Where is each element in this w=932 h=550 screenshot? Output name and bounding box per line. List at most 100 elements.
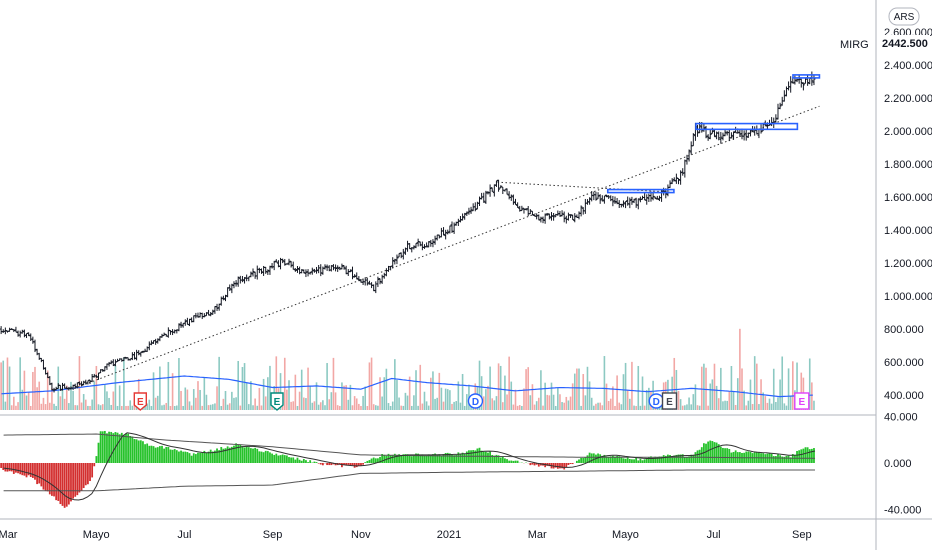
- oscillator-bar: [112, 433, 115, 463]
- oscillator-bar: [209, 449, 212, 463]
- volume-bar: [161, 405, 163, 410]
- oscillator-bar: [419, 454, 422, 463]
- oscillator-bar: [233, 445, 235, 463]
- oscillator-bar: [237, 444, 240, 463]
- volume-bar: [203, 376, 206, 410]
- oscillator-bar: [53, 463, 55, 497]
- oscillator-bar: [711, 441, 714, 463]
- event-marker-d-3[interactable]: D: [648, 393, 664, 409]
- volume-bar: [129, 400, 132, 410]
- event-marker-e-0[interactable]: E: [133, 392, 147, 411]
- oscillator-bar: [487, 452, 489, 463]
- volume-bar: [49, 402, 51, 410]
- volume-bar: [406, 395, 409, 410]
- oscillator-tick-label: 0.000: [884, 458, 912, 470]
- oscillator-bar: [97, 442, 100, 463]
- oscillator-bar: [59, 463, 62, 505]
- oscillator-bar: [438, 454, 441, 463]
- volume-bar: [372, 404, 375, 410]
- volume-bar: [711, 379, 714, 410]
- volume-bar: [298, 391, 301, 410]
- volume-bar: [453, 401, 455, 410]
- oscillator-bar: [76, 463, 79, 496]
- volume-bar: [442, 401, 445, 410]
- oscillator-bar: [529, 463, 532, 466]
- volume-bar: [264, 396, 267, 410]
- volume-bar: [557, 387, 559, 410]
- oscillator-bar: [510, 460, 513, 463]
- time-tick-label: Mayo: [83, 529, 110, 541]
- volume-bar: [87, 405, 89, 410]
- volume-bar: [463, 405, 466, 410]
- oscillator-bar: [620, 457, 623, 463]
- volume-bar: [792, 361, 794, 410]
- volume-bar: [148, 399, 151, 410]
- oscillator-bar: [673, 455, 676, 463]
- volume-bar: [192, 389, 195, 410]
- volume-bar: [694, 384, 697, 410]
- volume-bar: [343, 385, 345, 410]
- volume-bar: [125, 405, 127, 410]
- oscillator-bar: [800, 449, 803, 463]
- oscillator-bar: [343, 463, 345, 465]
- oscillator-bar: [667, 454, 669, 463]
- oscillator-bar: [281, 454, 284, 463]
- oscillator-bar: [628, 458, 631, 463]
- trendline-layer: [73, 105, 820, 389]
- volume-bar: [535, 401, 538, 410]
- volume-bar: [417, 405, 419, 410]
- volume-bar: [618, 402, 621, 410]
- oscillator-bar: [67, 463, 70, 505]
- currency-label: ARS: [894, 12, 915, 23]
- volume-bar: [167, 361, 170, 410]
- volume-bar: [595, 403, 597, 410]
- oscillator-bar: [55, 463, 58, 501]
- oscillator-bar: [669, 454, 671, 463]
- oscillator-bar: [724, 448, 726, 463]
- oscillator-bar: [516, 460, 519, 463]
- oscillator-bar: [777, 454, 779, 463]
- currency-badge[interactable]: ARS: [888, 7, 920, 26]
- oscillator-bar: [423, 455, 426, 463]
- oscillator-bar: [148, 445, 151, 463]
- volume-bar: [643, 405, 646, 410]
- volume-bar: [756, 363, 758, 410]
- oscillator-bar: [643, 459, 646, 463]
- volume-bar: [459, 402, 462, 410]
- price-tick-label: 400.000: [884, 390, 924, 402]
- oscillator-bar: [271, 453, 273, 463]
- volume-bar: [540, 370, 542, 410]
- event-marker-d-2[interactable]: D: [467, 393, 484, 409]
- volume-bar: [247, 404, 250, 410]
- volume-bar: [207, 405, 210, 410]
- volume-bar: [55, 405, 57, 410]
- oscillator-bar: [789, 457, 792, 463]
- volume-bar: [576, 368, 578, 410]
- time-tick-label: Mayo: [612, 529, 639, 541]
- volume-bar: [770, 403, 773, 410]
- volume-bar: [61, 388, 64, 410]
- volume-bar: [446, 389, 449, 410]
- volume-bar: [783, 403, 786, 410]
- volume-bar: [40, 403, 43, 410]
- event-marker-e-5[interactable]: E: [794, 392, 810, 410]
- oscillator-bar: [156, 447, 159, 463]
- oscillator-bar: [599, 454, 602, 463]
- volume-bar: [751, 404, 754, 410]
- oscillator-bar: [681, 454, 684, 463]
- oscillator-bar: [391, 454, 394, 463]
- oscillator-bar: [351, 463, 354, 466]
- volume-bar: [548, 395, 551, 410]
- price-bars: [0, 71, 816, 393]
- oscillator-bar: [89, 463, 91, 482]
- event-marker-e-4[interactable]: E: [661, 392, 678, 410]
- volume-bar: [624, 362, 627, 410]
- oscillator-bar: [571, 463, 574, 465]
- event-marker-e-1[interactable]: E: [270, 392, 284, 411]
- volume-bar: [38, 381, 41, 410]
- volume-bar: [114, 365, 117, 410]
- volume-bar: [726, 400, 728, 410]
- volume-bar: [563, 402, 565, 410]
